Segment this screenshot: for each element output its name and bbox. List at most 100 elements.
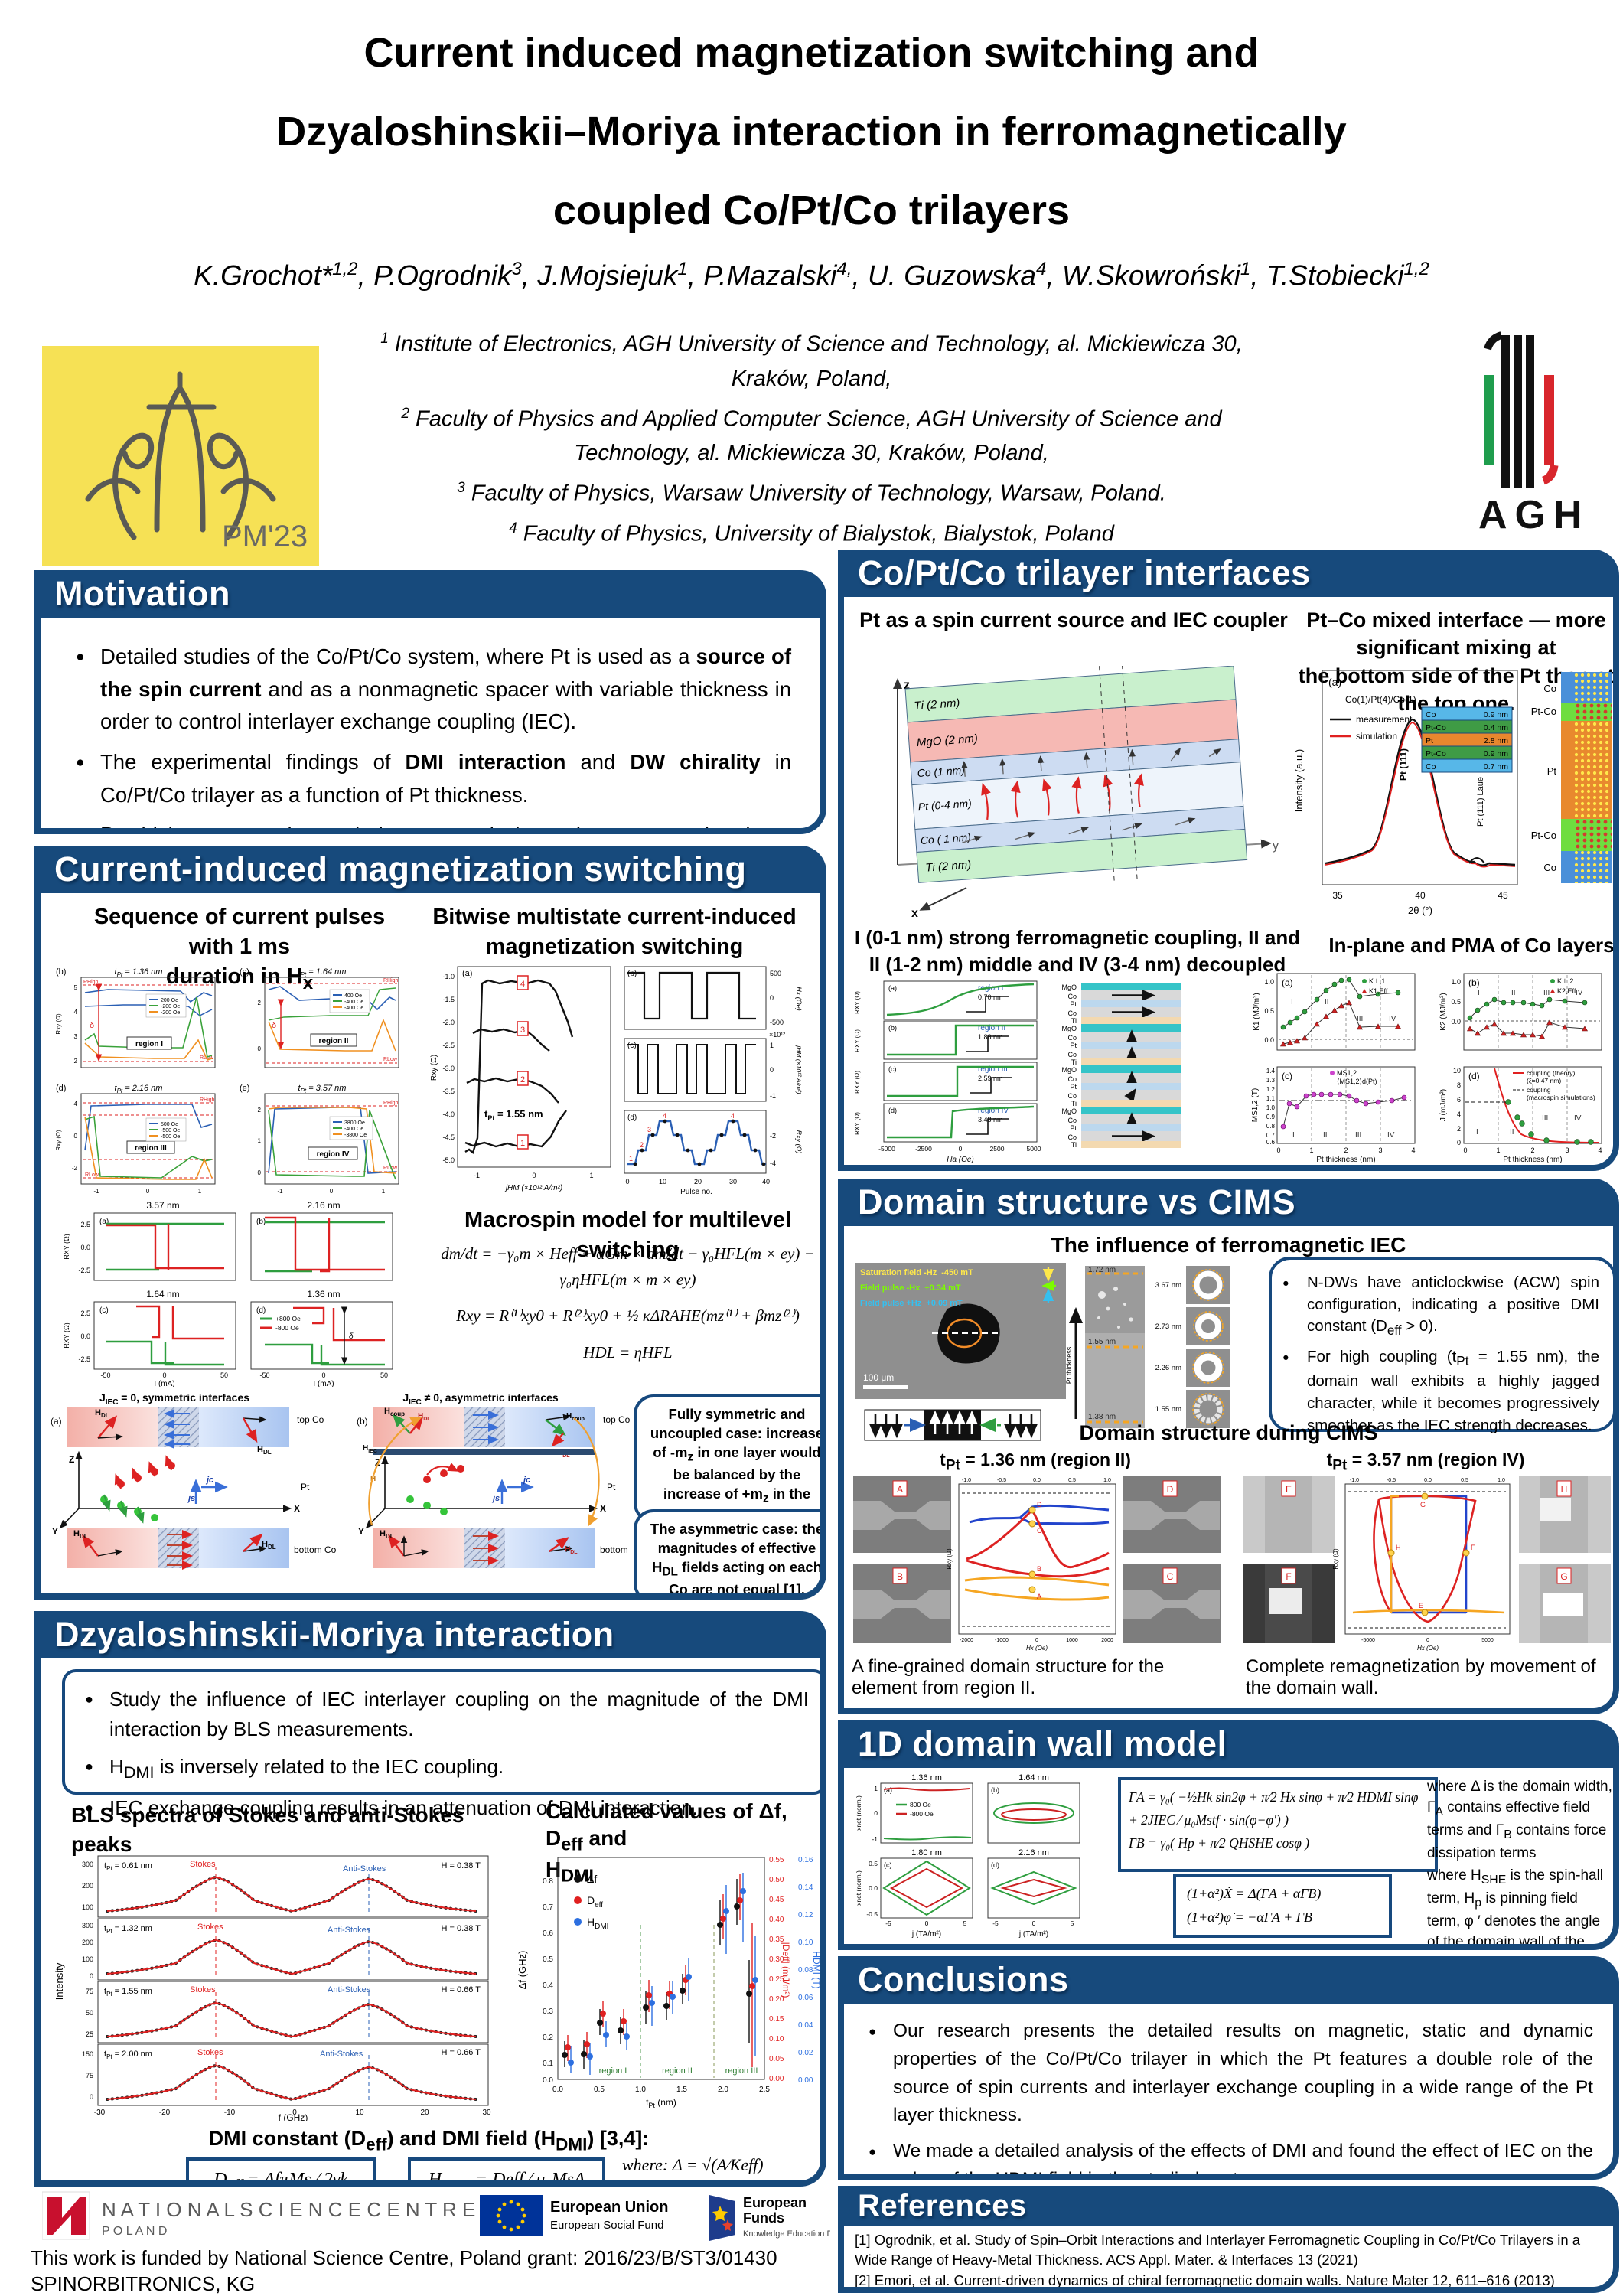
svg-text:HDL: HDL xyxy=(262,1540,276,1551)
motivation-bullets: Detailed studies of the Co/Pt/Co system,… xyxy=(41,618,820,828)
svg-text:Y: Y xyxy=(52,1526,58,1537)
svg-text:-50: -50 xyxy=(259,1371,269,1379)
svg-text:jHM (×10¹² A/m²): jHM (×10¹² A/m²) xyxy=(504,1184,562,1192)
svg-text:0: 0 xyxy=(1463,1146,1467,1154)
svg-text:5000: 5000 xyxy=(1481,1638,1494,1643)
pm23-logo-text: PM'23 xyxy=(222,520,308,553)
svg-text:Co(1)/Pt(4)/Co(1): Co(1)/Pt(4)/Co(1) xyxy=(1345,694,1416,705)
macrospin-equations: dm/dt = −γ₀m × Heff + αGm × dm/dt − γ₀HF… xyxy=(438,1241,817,1365)
svg-text:Pt thickness (nm): Pt thickness (nm) xyxy=(1316,1156,1375,1163)
svg-text:JIEC = 0, symmetric interfaces: JIEC = 0, symmetric interfaces xyxy=(99,1391,249,1407)
svg-text:0: 0 xyxy=(874,1809,878,1817)
svg-text:-2500: -2500 xyxy=(915,1145,932,1153)
ef-text-1: European xyxy=(743,2195,807,2210)
svg-text:I: I xyxy=(1478,989,1480,997)
svg-text:40: 40 xyxy=(762,1178,770,1186)
svg-text:0.9 nm: 0.9 nm xyxy=(1484,710,1508,719)
svg-text:0.0: 0.0 xyxy=(543,2076,553,2085)
svg-text:2: 2 xyxy=(1457,1125,1461,1133)
svg-text:Co: Co xyxy=(1067,1034,1077,1042)
svg-text:-400 Oe: -400 Oe xyxy=(344,1006,363,1011)
svg-text:JIEC ≠ 0, asymmetric interface: JIEC ≠ 0, asymmetric interfaces xyxy=(402,1391,559,1407)
funding-logos-art: N A T I O N A L S C I E N C E C E N T R … xyxy=(41,2191,876,2241)
svg-text:-50: -50 xyxy=(100,1371,110,1379)
svg-text:(b): (b) xyxy=(627,970,637,978)
svg-text:bottom Co: bottom Co xyxy=(294,1544,337,1555)
eu-text-2: European Social Fund xyxy=(550,2219,663,2232)
svg-text:Pt: Pt xyxy=(301,1482,310,1492)
svg-text:E: E xyxy=(1286,1484,1292,1495)
svg-text:Rxy (Ω): Rxy (Ω) xyxy=(430,1055,438,1081)
svg-text:500: 500 xyxy=(770,970,781,977)
svg-text:3.57 nm: 3.57 nm xyxy=(146,1200,179,1211)
fig-macrospin-loops: 3.57 nm 2.16 nm (a) (b) 2.5 0.0 -2.5 RXY (… xyxy=(63,1200,393,1387)
section-dmi-body: Study the influence of IEC interlayer co… xyxy=(41,1658,820,2180)
svg-text:1.72 nm: 1.72 nm xyxy=(1088,1266,1116,1274)
svg-text:45: 45 xyxy=(1498,890,1508,901)
svg-text:MgO: MgO xyxy=(1061,983,1077,991)
svg-text:-3800 Oe: -3800 Oe xyxy=(344,1133,367,1138)
svg-text:Δf: Δf xyxy=(587,1873,597,1885)
fig-pulse-sequence: (b) tPt = 1.36 nm RHigh RLow δ region I … xyxy=(55,967,399,1198)
svg-text:200: 200 xyxy=(82,1882,93,1890)
svg-text:H: H xyxy=(1561,1484,1568,1495)
svg-text:0.5: 0.5 xyxy=(869,1860,878,1867)
svg-text:2.16 nm: 2.16 nm xyxy=(1018,1848,1049,1857)
svg-text:(a): (a) xyxy=(1282,977,1293,988)
svg-text:(d): (d) xyxy=(1468,1071,1480,1081)
svg-text:xnet (norm.): xnet (norm.) xyxy=(855,1870,862,1906)
svg-text:tPt = 1.36 nm: tPt = 1.36 nm xyxy=(115,967,163,978)
svg-text:HIEC: HIEC xyxy=(363,1444,377,1454)
svg-text:0.10: 0.10 xyxy=(798,1939,813,1947)
svg-text:Pt-Co: Pt-Co xyxy=(1426,749,1446,758)
svg-text:2.73 nm: 2.73 nm xyxy=(1155,1322,1181,1331)
svg-text:2.26 nm: 2.26 nm xyxy=(1155,1364,1181,1372)
fig-1d-dw-loops: 1.36 nm 1.64 nm (a) (b) 800 Oe -800 Oe 1 0… xyxy=(855,1773,1080,1939)
svg-text:(a): (a) xyxy=(99,1218,109,1226)
svg-text:Ti: Ti xyxy=(1071,1017,1077,1025)
svg-text:RHigh: RHigh xyxy=(200,1097,215,1103)
svg-text:region I: region I xyxy=(599,2066,627,2076)
svg-text:I (mA): I (mA) xyxy=(154,1380,174,1387)
svg-text:0.0: 0.0 xyxy=(552,2086,563,2094)
svg-text:F: F xyxy=(1471,1544,1475,1551)
svg-text:(b): (b) xyxy=(991,1786,999,1794)
svg-text:-1.5: -1.5 xyxy=(442,996,455,1003)
svg-text:2.0: 2.0 xyxy=(718,2086,728,2094)
svg-text:I: I xyxy=(1292,1131,1295,1140)
section-cims-header: Current-induced magnetization switching xyxy=(54,850,747,889)
svg-text:0.0: 0.0 xyxy=(869,1884,878,1892)
svg-text:1: 1 xyxy=(874,1785,878,1792)
svg-text:RXY (Ω): RXY (Ω) xyxy=(854,991,861,1014)
svg-text:0.6: 0.6 xyxy=(1266,1139,1276,1146)
svg-text:2: 2 xyxy=(640,1141,644,1149)
svg-text:HDL: HDL xyxy=(380,1529,394,1540)
svg-text:Ha (Oe): Ha (Oe) xyxy=(947,1156,974,1163)
macrospin-eq-3: HDL = ηHFL xyxy=(583,1342,673,1362)
svg-text:0: 0 xyxy=(146,1188,150,1195)
svg-text:Pt: Pt xyxy=(1547,765,1557,777)
svg-text:1.0: 1.0 xyxy=(1451,978,1461,986)
svg-text:tPt = 3.57 nm: tPt = 3.57 nm xyxy=(298,1084,347,1094)
svg-text:F: F xyxy=(1286,1571,1291,1582)
svg-text:tPt = 1.55 nm: tPt = 1.55 nm xyxy=(104,1987,152,1998)
svg-text:25: 25 xyxy=(86,2030,93,2038)
svg-text:0.05: 0.05 xyxy=(769,2055,784,2063)
svg-text:-4.0: -4.0 xyxy=(442,1110,455,1118)
svg-text:2: 2 xyxy=(520,1075,525,1084)
svg-text:0.00: 0.00 xyxy=(798,2076,813,2085)
coupling-caption: I (0-1 nm) strong ferromagnetic coupling… xyxy=(854,926,1301,977)
svg-text:Anti-Stokes: Anti-Stokes xyxy=(328,1926,371,1935)
svg-text:Rxy (Ω): Rxy (Ω) xyxy=(55,1013,62,1035)
nsc-logo-country: P O L A N D xyxy=(102,2225,167,2238)
svg-text:Pt thickness: Pt thickness xyxy=(1065,1346,1073,1384)
svg-text:Intensity (a.u.): Intensity (a.u.) xyxy=(1293,749,1305,812)
svg-text:tPt = 2.00 nm: tPt = 2.00 nm xyxy=(104,2050,152,2060)
svg-text:4: 4 xyxy=(74,1101,78,1107)
svg-text:0.5: 0.5 xyxy=(1068,1478,1076,1483)
svg-text:H = 0.66 T: H = 0.66 T xyxy=(442,1985,481,1994)
svg-text:0: 0 xyxy=(1032,1919,1036,1927)
svg-text:jc: jc xyxy=(522,1476,530,1485)
